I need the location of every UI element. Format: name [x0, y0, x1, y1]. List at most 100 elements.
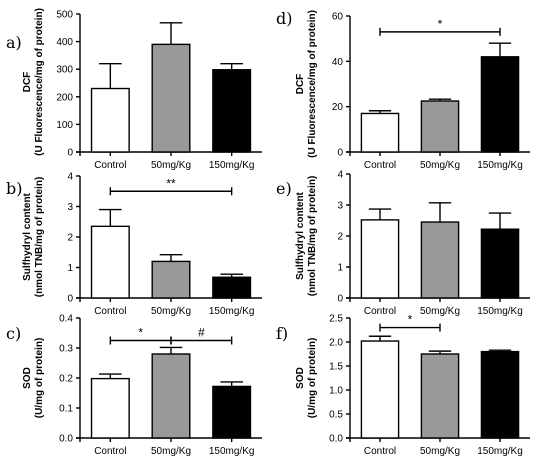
- y-tick-label: 0.5: [329, 410, 343, 421]
- x-tick-label: 150mg/Kg: [209, 306, 255, 317]
- y-tick-label: 3: [337, 201, 343, 212]
- y-tick-label: 0.0: [329, 434, 343, 445]
- y-axis-label: Sulfhydryl content(nmol TNB/mg of protei…: [22, 177, 45, 298]
- panel-letter: a): [6, 33, 22, 52]
- x-tick-label: 150mg/Kg: [209, 160, 255, 171]
- chart-panel-4: d) DCF(U Fluorescence/mg of protein) 0 20 40…: [276, 9, 530, 171]
- x-tick-label: Control: [94, 160, 126, 171]
- significance-label: *: [408, 313, 413, 327]
- y-tick-label: 400: [56, 37, 73, 48]
- bar-1: [90, 377, 130, 439]
- bar-1: [90, 87, 130, 153]
- y-axis-label-line: Sulfhydryl content: [295, 191, 306, 279]
- y-tick-label: 1: [67, 263, 73, 274]
- y-tick-label: 20: [332, 102, 344, 113]
- x-tick-label: Control: [364, 160, 396, 171]
- y-tick-label: 500: [56, 10, 73, 21]
- panel-letter: c): [6, 324, 21, 343]
- y-tick-label: 0.1: [59, 404, 73, 415]
- panel-letter: e): [276, 179, 292, 198]
- bar-2: [420, 353, 460, 439]
- x-tick-label: Control: [94, 446, 126, 457]
- y-tick-label: 3: [67, 202, 73, 213]
- y-tick-label: 4: [67, 172, 73, 183]
- y-tick-label: 1: [337, 263, 343, 274]
- x-tick-label: 50mg/Kg: [151, 446, 191, 457]
- bar-1: [90, 225, 130, 299]
- x-tick-label: 50mg/Kg: [420, 446, 460, 457]
- bar-3: [480, 56, 520, 153]
- x-tick-label: Control: [364, 306, 396, 317]
- bar-3: [212, 385, 252, 439]
- chart-panel-3: c)SOD(U/mg of protein)0.00.10.20.30.4Con…: [6, 314, 262, 457]
- bar-2: [151, 260, 191, 299]
- bar-2: [151, 43, 191, 153]
- bar-3: [212, 69, 252, 153]
- y-axis-label-line: (U Fluorescence/mg of protein): [34, 8, 45, 156]
- panel-letter: b): [6, 179, 22, 198]
- x-tick-label: 150mg/Kg: [209, 446, 255, 457]
- significance-label: *: [438, 17, 443, 31]
- y-tick-label: 4: [337, 170, 343, 181]
- y-axis-label-line: (nmol TNB/mg of protein): [307, 176, 318, 297]
- y-tick-label: 2.0: [329, 338, 343, 349]
- y-tick-label: 100: [56, 120, 73, 131]
- y-axis-label-line: (nmol TNB/mg of protein): [34, 177, 45, 298]
- x-tick-label: Control: [364, 446, 396, 457]
- y-tick-label: 0.2: [59, 374, 73, 385]
- significance-label: *: [138, 326, 143, 340]
- y-tick-label: 0.4: [59, 314, 73, 325]
- chart-panel-5: e)Sulfhydryl content(nmol TNB/mg of prot…: [276, 170, 530, 317]
- bar-1: [360, 112, 400, 153]
- bar-2: [420, 100, 460, 153]
- x-tick-label: 150mg/Kg: [477, 160, 523, 171]
- x-tick-label: 150mg/Kg: [477, 446, 523, 457]
- bar-2: [420, 221, 460, 299]
- significance-label: **: [166, 176, 176, 190]
- y-axis-label-line: Sulfhydryl content: [22, 192, 33, 280]
- y-tick-label: 0: [337, 148, 343, 159]
- chart-panel-2: b)Sulfhydryl content(nmol TNB/mg of prot…: [6, 172, 262, 317]
- y-tick-label: 0: [67, 148, 73, 159]
- y-axis-label: SOD(U/mg of protein): [295, 338, 318, 419]
- y-tick-label: 0: [337, 294, 343, 305]
- y-axis-label-line: (U/mg of protein): [307, 338, 318, 419]
- y-axis-label: SOD(U/mg of protein): [22, 338, 45, 419]
- y-axis-label: DCF(U Fluorescence/mg of protein): [22, 8, 45, 156]
- x-tick-label: 50mg/Kg: [151, 306, 191, 317]
- y-tick-label: 300: [56, 65, 73, 76]
- bar-1: [360, 219, 400, 299]
- y-tick-label: 0.0: [59, 434, 73, 445]
- chart-panel-1: a)DCF(U Fluorescence/mg of protein) 01002…: [6, 8, 262, 171]
- x-tick-label: 150mg/Kg: [477, 306, 523, 317]
- chart-panel-6: f) SOD(U/mg of protein) 0.0 0.5 1.0 1.5 2.0 2.5…: [276, 313, 530, 457]
- x-tick-label: 50mg/Kg: [151, 160, 191, 171]
- bar-1: [360, 340, 400, 439]
- y-tick-label: 0: [67, 294, 73, 305]
- y-axis-label-line: SOD: [22, 367, 33, 389]
- bar-3: [480, 350, 520, 439]
- y-axis-label-line: (U/mg of protein): [34, 338, 45, 419]
- y-axis-label-line: SOD: [295, 367, 306, 389]
- y-axis-label: Sulfhydryl content(nmol TNB/mg of protei…: [295, 176, 318, 297]
- bar-2: [151, 353, 191, 439]
- y-axis-label-line: DCF: [295, 74, 306, 95]
- y-tick-label: 2: [67, 233, 73, 244]
- bar-3: [480, 228, 520, 299]
- y-tick-label: 2.5: [329, 314, 343, 325]
- significance-label: #: [198, 326, 205, 340]
- y-axis-label-line: (U Fluorescence/mg of protein): [307, 10, 318, 158]
- y-tick-label: 0.3: [59, 344, 73, 355]
- y-axis-label-line: DCF: [22, 72, 33, 93]
- y-tick-label: 200: [56, 92, 73, 103]
- bar-3: [212, 276, 252, 299]
- x-tick-label: 50mg/Kg: [420, 160, 460, 171]
- y-tick-label: 60: [332, 12, 344, 23]
- y-tick-label: 2: [337, 232, 343, 243]
- panel-letter: f): [276, 324, 288, 343]
- y-tick-label: 40: [332, 57, 344, 68]
- y-tick-label: 1.5: [329, 362, 343, 373]
- x-tick-label: Control: [94, 306, 126, 317]
- panel-letter: d): [276, 9, 292, 28]
